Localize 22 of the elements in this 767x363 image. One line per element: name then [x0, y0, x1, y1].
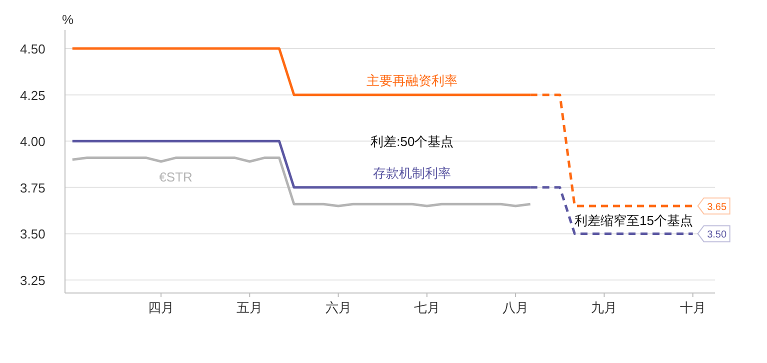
- series-label: €STR: [159, 170, 192, 185]
- line-series: [71, 156, 532, 208]
- annotation: 利差:50个基点: [370, 134, 454, 150]
- data-label: 3.50: [707, 230, 728, 241]
- data-label: 3.65: [707, 202, 728, 213]
- y-tick-label: 4.25: [20, 88, 46, 103]
- y-axis-title: %: [62, 12, 74, 27]
- x-tick-label: 七月: [414, 300, 440, 315]
- series-label: 存款机制利率: [373, 165, 452, 180]
- annotation: 利差缩窄至15个基点: [574, 212, 693, 228]
- y-tick-label: 3.75: [20, 180, 46, 196]
- y-tick-label: 4.00: [20, 134, 46, 150]
- y-tick-label: 4.50: [20, 42, 46, 57]
- x-tick-label: 五月: [236, 300, 263, 315]
- x-tick-label: 八月: [502, 300, 529, 315]
- y-tick-label: 3.25: [20, 273, 46, 288]
- x-tick-label: 六月: [325, 300, 352, 315]
- x-tick-label: 十月: [680, 300, 706, 315]
- y-tick-label: 3.50: [20, 226, 46, 242]
- series-label: 主要再融资利率: [366, 72, 458, 88]
- x-tick-label: 四月: [148, 300, 174, 315]
- x-tick-label: 九月: [591, 300, 618, 315]
